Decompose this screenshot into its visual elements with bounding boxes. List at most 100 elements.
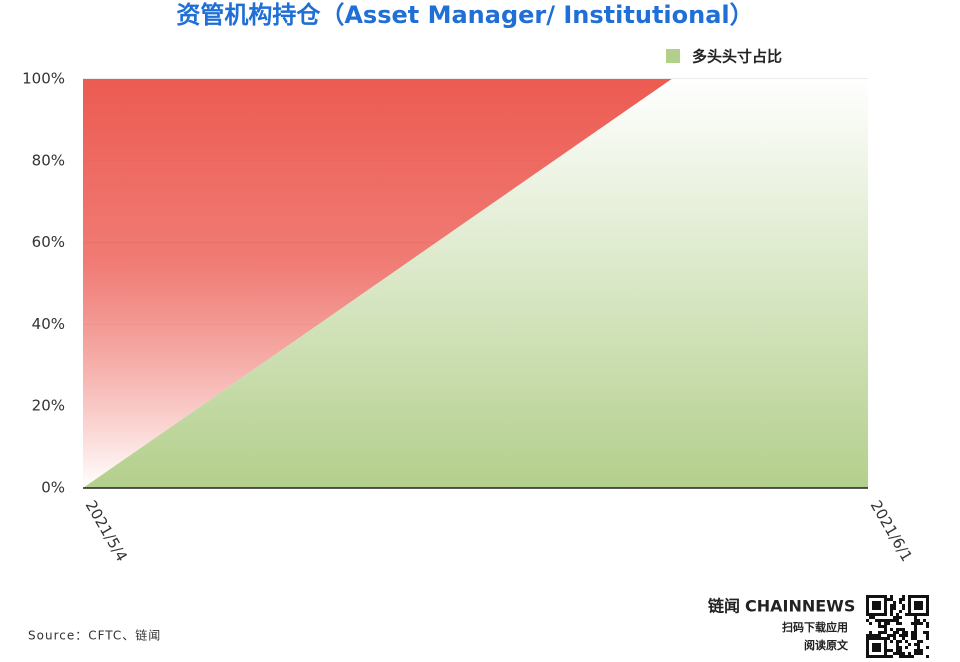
qr-module: [866, 634, 869, 637]
qr-module: [911, 655, 914, 658]
qr-module: [878, 625, 881, 628]
qr-module: [920, 613, 923, 616]
qr-module: [914, 604, 917, 607]
qr-module: [890, 628, 893, 631]
qr-module: [917, 604, 920, 607]
qr-module: [926, 595, 929, 598]
qr-module: [893, 616, 896, 619]
qr-module: [866, 598, 869, 601]
qr-module: [920, 604, 923, 607]
qr-module: [884, 619, 887, 622]
qr-module: [878, 613, 881, 616]
qr-module: [923, 595, 926, 598]
qr-module: [875, 643, 878, 646]
qr-module: [899, 634, 902, 637]
qr-module: [878, 655, 881, 658]
qr-module: [899, 610, 902, 613]
chart-title: 资管机构持仓（Asset Manager/ Institutional）: [176, 1, 753, 29]
qr-module: [869, 622, 872, 625]
qr-module: [875, 655, 878, 658]
qr-module: [920, 622, 923, 625]
qr-module: [902, 655, 905, 658]
qr-module: [887, 598, 890, 601]
qr-module: [917, 613, 920, 616]
qr-module: [890, 619, 893, 622]
qr-module: [896, 652, 899, 655]
qr-module: [878, 601, 881, 604]
qr-module: [872, 601, 875, 604]
qr-module: [878, 634, 881, 637]
qr-module: [902, 598, 905, 601]
qr-module: [884, 604, 887, 607]
qr-module: [914, 637, 917, 640]
qr-module: [884, 631, 887, 634]
qr-module: [866, 595, 869, 598]
legend-swatch: [666, 49, 680, 63]
qr-module: [908, 613, 911, 616]
qr-module: [875, 601, 878, 604]
remainder-area: [83, 79, 868, 488]
qr-module: [902, 607, 905, 610]
qr-module: [878, 643, 881, 646]
qr-module: [911, 634, 914, 637]
qr-module: [878, 649, 881, 652]
qr-module: [872, 634, 875, 637]
qr-module: [902, 604, 905, 607]
qr-module: [890, 607, 893, 610]
x-tick-label: 2021/6/1: [867, 497, 916, 564]
qr-module: [878, 595, 881, 598]
qr-module: [884, 649, 887, 652]
qr-module: [917, 649, 920, 652]
qr-module: [926, 625, 929, 628]
qr-module: [890, 610, 893, 613]
qr-module: [908, 595, 911, 598]
qr-module: [911, 595, 914, 598]
qr-module: [923, 619, 926, 622]
qr-module: [914, 625, 917, 628]
qr-module: [914, 613, 917, 616]
qr-module: [899, 601, 902, 604]
qr-module: [878, 604, 881, 607]
qr-module: [872, 655, 875, 658]
qr-module: [884, 601, 887, 604]
qr-module: [878, 637, 881, 640]
qr-module: [893, 652, 896, 655]
qr-module: [884, 652, 887, 655]
qr-module: [896, 619, 899, 622]
qr-module: [866, 643, 869, 646]
y-tick-label: 0%: [41, 479, 65, 497]
qr-module: [866, 601, 869, 604]
qr-module: [899, 655, 902, 658]
qr-module: [920, 640, 923, 643]
qr-module: [884, 637, 887, 640]
legend-label: 多头头寸占比: [692, 48, 782, 66]
qr-module: [884, 613, 887, 616]
qr-module: [920, 595, 923, 598]
qr-module: [905, 613, 908, 616]
qr-module: [926, 646, 929, 649]
qr-module: [869, 637, 872, 640]
qr-module: [908, 601, 911, 604]
qr-module: [902, 628, 905, 631]
qr-module: [866, 637, 869, 640]
qr-module: [896, 646, 899, 649]
qr-module: [914, 649, 917, 652]
qr-module: [893, 604, 896, 607]
qr-module: [908, 655, 911, 658]
qr-module: [926, 622, 929, 625]
qr-module: [893, 619, 896, 622]
qr-module: [866, 613, 869, 616]
qr-module: [866, 607, 869, 610]
qr-module: [911, 631, 914, 634]
qr-module: [908, 643, 911, 646]
qr-module: [866, 619, 869, 622]
qr-module: [878, 622, 881, 625]
qr-module: [878, 631, 881, 634]
qr-module: [902, 637, 905, 640]
qr-module: [896, 613, 899, 616]
qr-module: [917, 619, 920, 622]
qr-module: [926, 634, 929, 637]
qr-module: [875, 637, 878, 640]
qr-module: [899, 628, 902, 631]
qr-module: [884, 607, 887, 610]
